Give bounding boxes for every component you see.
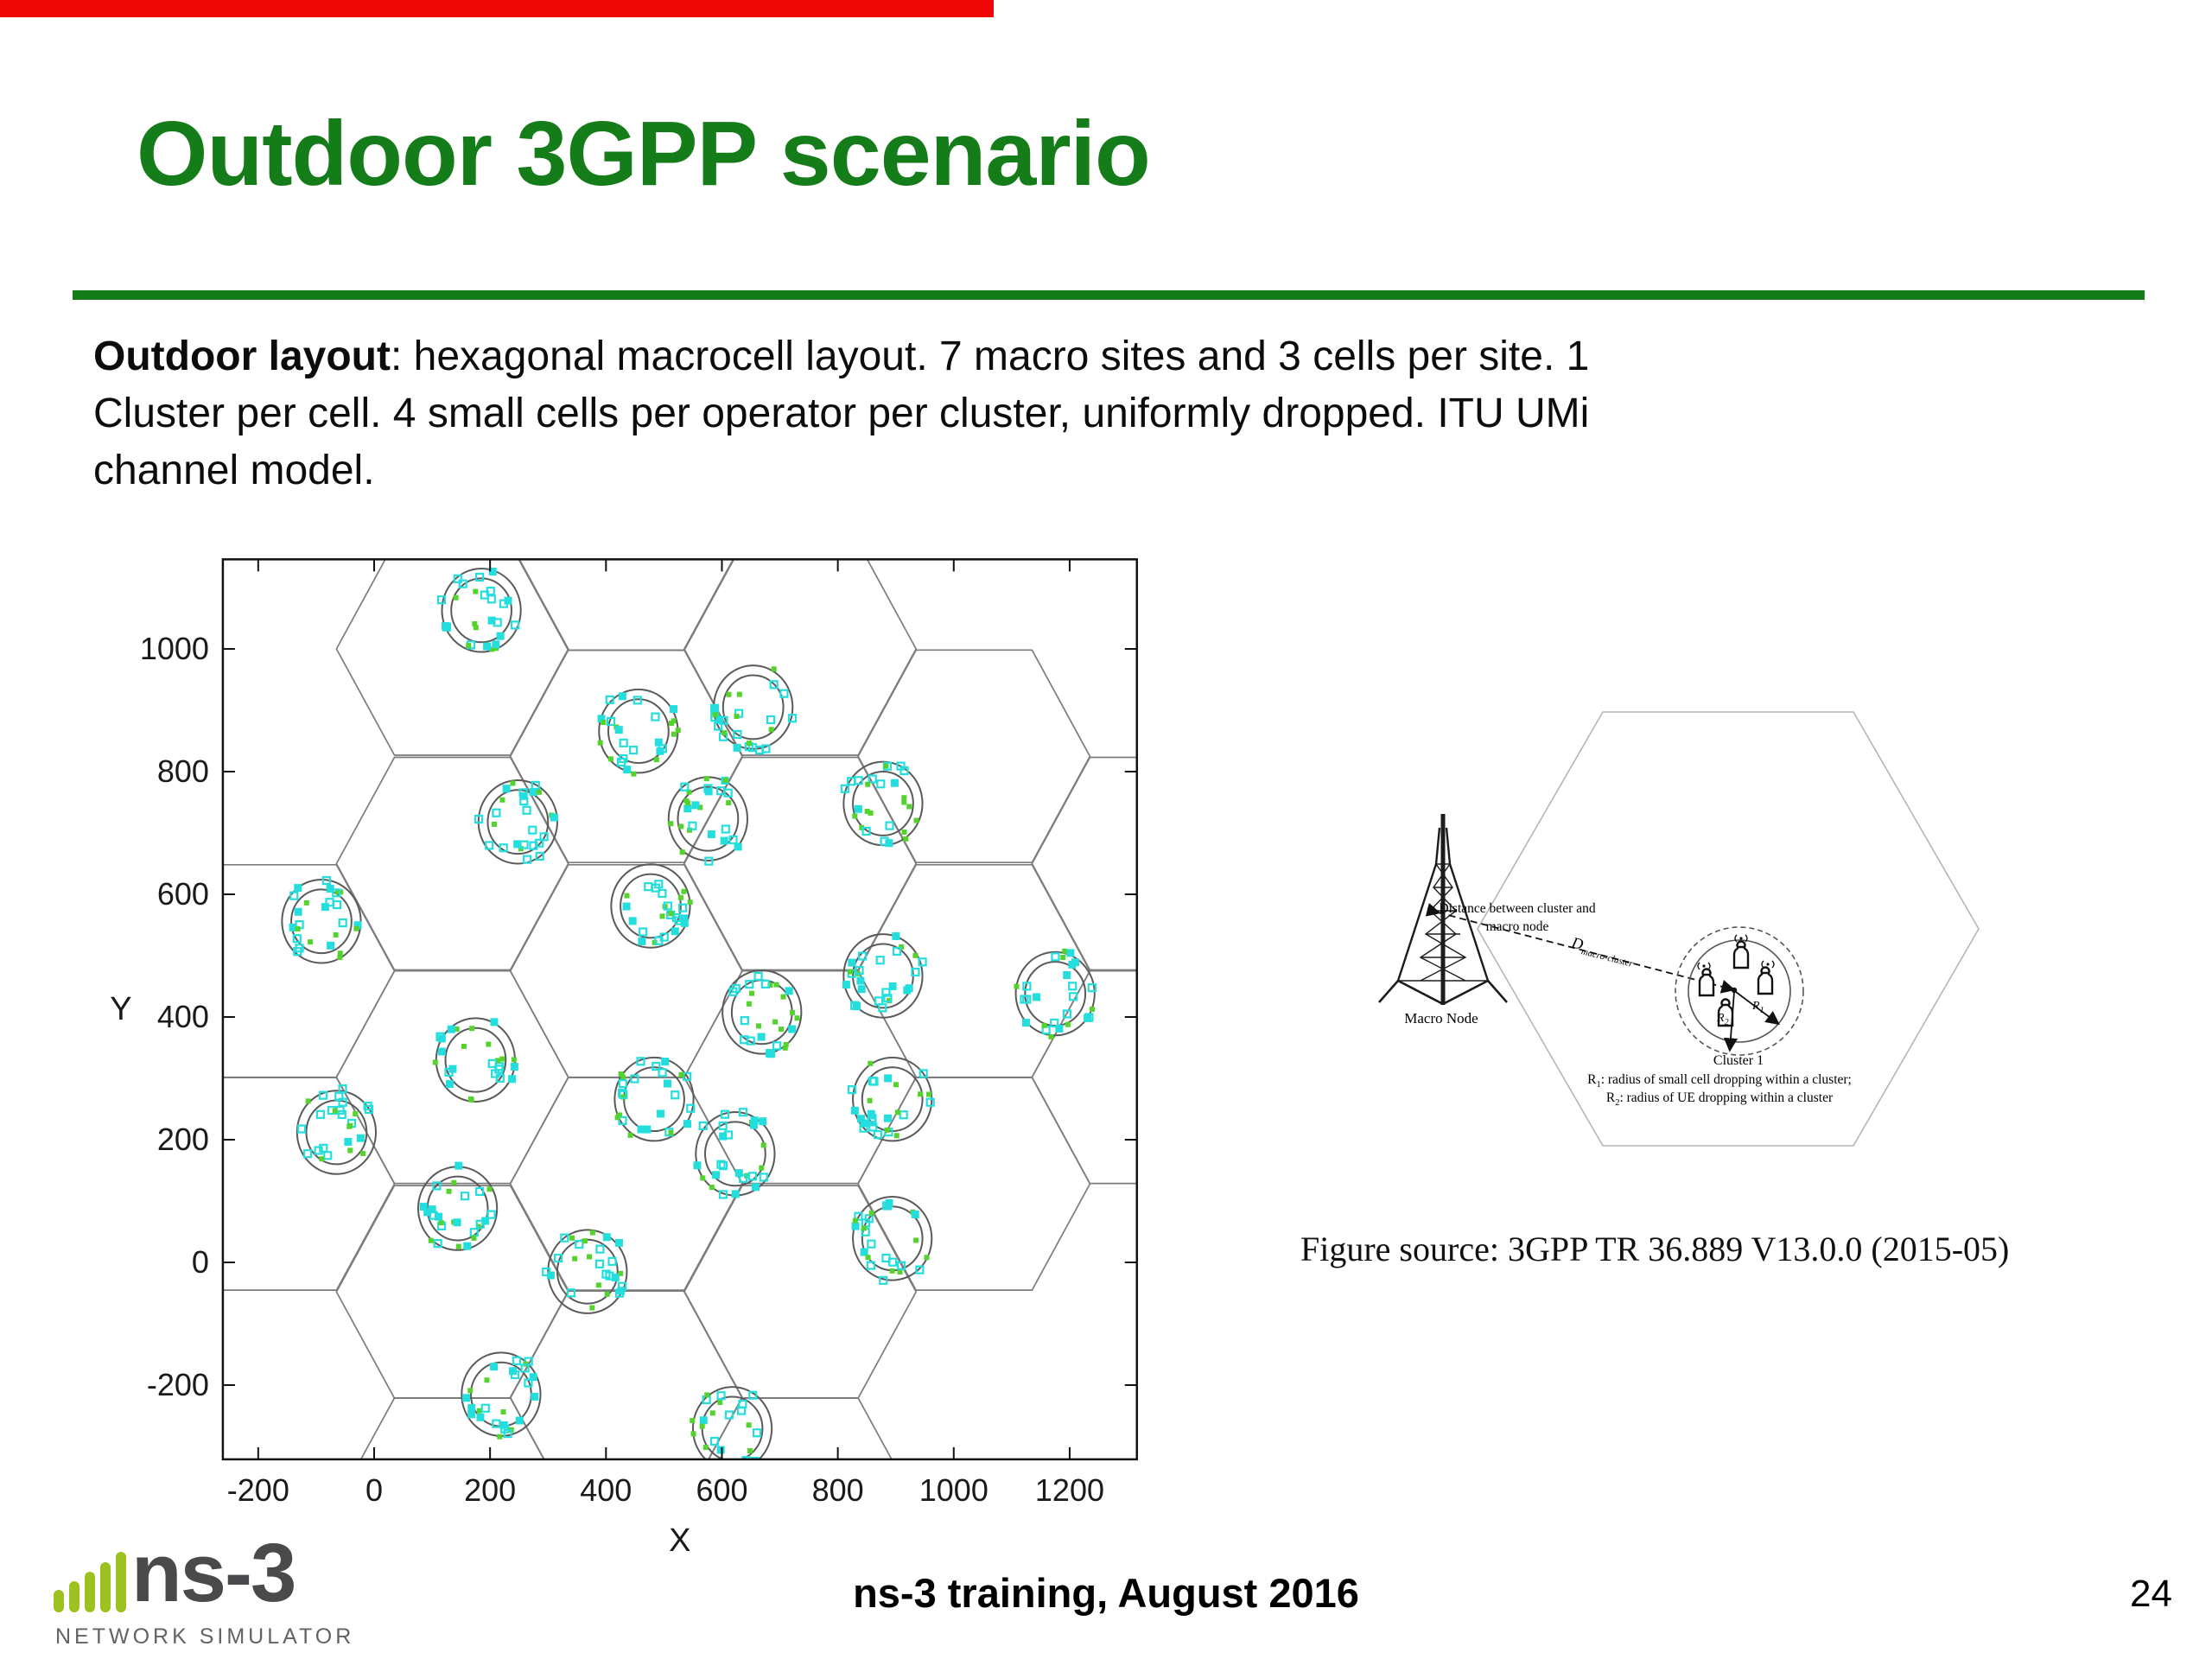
svg-text:1200: 1200: [1035, 1472, 1104, 1508]
body-lead: Outdoor layout: [93, 334, 391, 379]
body-paragraph: Outdoor layout: hexagonal macrocell layo…: [93, 328, 1994, 499]
r2-definition: R2: radius of UE dropping within a clust…: [1606, 1090, 1834, 1108]
plot-frame: -200 0 200 400 600 800 1000 1200 -200 0 200 400 600 8…: [110, 558, 1139, 1559]
svg-text:400: 400: [580, 1472, 632, 1508]
r1-definition: R1: radius of small cell dropping within…: [1587, 1072, 1852, 1090]
svg-text:Dmacro-cluster: Dmacro-cluster: [1568, 933, 1637, 969]
svg-text:600: 600: [696, 1472, 747, 1508]
cluster-outer-circle: [1675, 926, 1804, 1056]
svg-text:0: 0: [192, 1244, 209, 1280]
svg-text:-200: -200: [227, 1472, 289, 1508]
ns3-logo: ns-3 NETWORK SIMULATOR: [50, 1527, 351, 1650]
hex-grid: [222, 559, 1137, 1459]
macro-node-label: Macro Node: [1404, 1010, 1478, 1027]
svg-text:800: 800: [812, 1472, 864, 1508]
svg-text:200: 200: [157, 1122, 209, 1157]
cluster-1-label: Cluster 1: [1713, 1053, 1764, 1068]
svg-text:1000: 1000: [919, 1472, 988, 1508]
svg-text:200: 200: [464, 1472, 516, 1508]
scenario-plot: -200 0 200 400 600 800 1000 1200 -200 0 200 400 600 8…: [86, 518, 1227, 1564]
scatter-points: [289, 567, 1096, 1459]
cluster-drop-diagram: Macro Node Distance between cluster and …: [1348, 683, 2039, 1166]
figure-source-caption: Figure source: 3GPP TR 36.889 V13.0.0 (2…: [1300, 1230, 2010, 1268]
page-title: Outdoor 3GPP scenario: [137, 103, 1151, 205]
ns3-logo-word: ns-3: [131, 1527, 296, 1619]
cluster-circles: [281, 567, 1096, 1459]
body-line-2: Cluster per cell. 4 small cells per oper…: [93, 391, 1590, 436]
cluster-center-dot: [1731, 987, 1738, 994]
body-line-1-rest: : hexagonal macrocell layout. 7 macro si…: [390, 334, 1590, 379]
cluster-drop-diagram-svg: Macro Node Distance between cluster and …: [1378, 711, 1980, 1147]
macro-cluster-distance-line: [1425, 902, 1736, 994]
distance-label-line1: Distance between cluster and: [1439, 901, 1595, 916]
r1-arrow: [1735, 991, 1780, 1026]
body-line-1: Outdoor layout: hexagonal macrocell layo…: [93, 328, 1994, 385]
ns3-logo-subtext: NETWORK SIMULATOR: [55, 1624, 355, 1649]
red-accent-bar: [0, 0, 994, 17]
svg-text:600: 600: [157, 876, 209, 912]
cluster-inner-circle: [1688, 939, 1791, 1043]
body-line-3: channel model.: [93, 448, 375, 493]
svg-text:Y: Y: [110, 991, 131, 1027]
svg-text:-200: -200: [147, 1367, 209, 1402]
r1-arrow-label: R1: [1751, 1000, 1764, 1015]
svg-text:800: 800: [157, 753, 209, 789]
page-number: 24: [2130, 1573, 2172, 1615]
d-macro-cluster-label: Dmacro-cluster: [1568, 933, 1637, 969]
scenario-plot-svg: -200 0 200 400 600 800 1000 1200 -200 0 200 400 600 8…: [110, 558, 1139, 1559]
svg-text:0: 0: [365, 1472, 383, 1508]
footer-title: ns-3 training, August 2016: [853, 1570, 1359, 1616]
signal-bars-icon: [54, 1552, 126, 1612]
svg-text:1000: 1000: [140, 631, 209, 666]
r2-arrow-label: R2: [1716, 1012, 1729, 1027]
svg-text:400: 400: [157, 999, 209, 1034]
title-divider: [73, 290, 2145, 300]
r2-arrow: [1723, 991, 1738, 1052]
svg-text:X: X: [669, 1522, 690, 1559]
